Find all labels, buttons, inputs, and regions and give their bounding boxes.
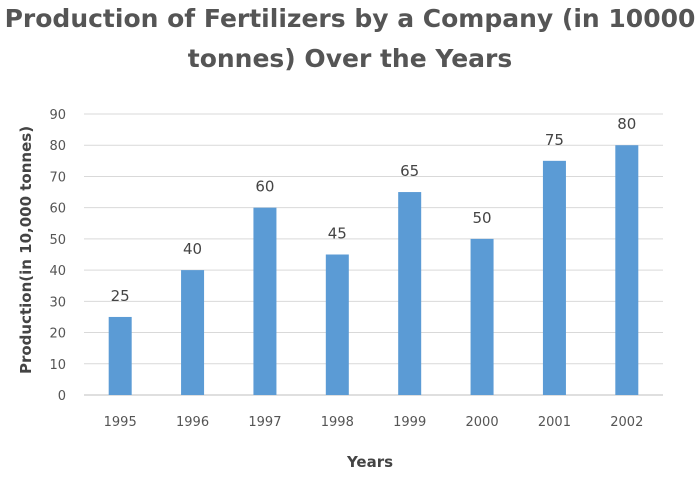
bar-2002 bbox=[615, 145, 639, 395]
data-label-2002: 80 bbox=[617, 115, 636, 133]
chart-title-line-1: Production of Fertilizers by a Company (… bbox=[4, 4, 696, 33]
data-label-1998: 45 bbox=[328, 225, 347, 243]
y-tick-label: 40 bbox=[49, 264, 66, 279]
y-tick-label: 0 bbox=[58, 389, 66, 404]
x-tick-label-1998: 1998 bbox=[321, 415, 354, 430]
x-tick-label-1999: 1999 bbox=[393, 415, 426, 430]
bar-1996 bbox=[181, 270, 205, 395]
y-tick-label: 20 bbox=[49, 327, 66, 342]
data-label-2000: 50 bbox=[473, 209, 492, 227]
y-axis-ticks: 0 10 20 30 40 50 60 70 80 90 bbox=[49, 108, 66, 404]
data-label-1997: 60 bbox=[255, 178, 274, 196]
y-tick-label: 50 bbox=[49, 233, 66, 248]
bar-1997 bbox=[253, 207, 277, 395]
data-labels: 25 40 60 45 65 50 75 80 bbox=[111, 115, 637, 305]
y-tick-label: 70 bbox=[49, 170, 66, 185]
bar-2001 bbox=[542, 160, 566, 395]
bar-2000 bbox=[470, 238, 494, 395]
y-axis-title: Production(in 10,000 tonnes) bbox=[17, 126, 35, 374]
bar-1995 bbox=[108, 316, 132, 395]
bars bbox=[108, 145, 639, 395]
chart-title-line-2: tonnes) Over the Years bbox=[187, 44, 513, 73]
bar-1998 bbox=[325, 254, 349, 395]
gridlines bbox=[84, 113, 663, 396]
bar-1999 bbox=[398, 192, 422, 395]
x-tick-label-1997: 1997 bbox=[248, 415, 281, 430]
x-tick-label-2001: 2001 bbox=[538, 415, 571, 430]
y-tick-label: 90 bbox=[49, 108, 66, 123]
x-tick-label-1995: 1995 bbox=[104, 415, 137, 430]
y-tick-label: 30 bbox=[49, 295, 66, 310]
y-tick-label: 10 bbox=[49, 358, 66, 373]
data-label-1995: 25 bbox=[111, 287, 130, 305]
x-axis-title: Years bbox=[346, 453, 393, 471]
data-label-1999: 65 bbox=[400, 162, 419, 180]
data-label-2001: 75 bbox=[545, 131, 564, 149]
x-tick-label-1996: 1996 bbox=[176, 415, 209, 430]
y-tick-label: 60 bbox=[49, 202, 66, 217]
x-tick-label-2000: 2000 bbox=[466, 415, 499, 430]
data-label-1996: 40 bbox=[183, 240, 202, 258]
x-axis-ticks: 1995 1996 1997 1998 1999 2000 2001 2002 bbox=[104, 415, 644, 430]
y-tick-label: 80 bbox=[49, 139, 66, 154]
x-tick-label-2002: 2002 bbox=[610, 415, 643, 430]
